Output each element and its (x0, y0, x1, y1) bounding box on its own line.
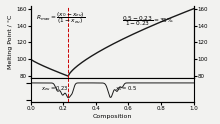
Text: $x_0 = 0.5$: $x_0 = 0.5$ (116, 84, 138, 93)
Text: $x_{eu} = 0.23$: $x_{eu} = 0.23$ (40, 84, 68, 93)
Text: $R_{max} = \dfrac{(x_0 - x_{eu})}{(1 - x_{eu})}$: $R_{max} = \dfrac{(x_0 - x_{eu})}{(1 - x… (36, 10, 85, 26)
Text: $\dfrac{0.5 - 0.23}{1 - 0.23} = 35\%$: $\dfrac{0.5 - 0.23}{1 - 0.23} = 35\%$ (122, 15, 174, 28)
Y-axis label: Melting Point / °C: Melting Point / °C (8, 15, 13, 69)
X-axis label: Composition: Composition (93, 114, 132, 119)
